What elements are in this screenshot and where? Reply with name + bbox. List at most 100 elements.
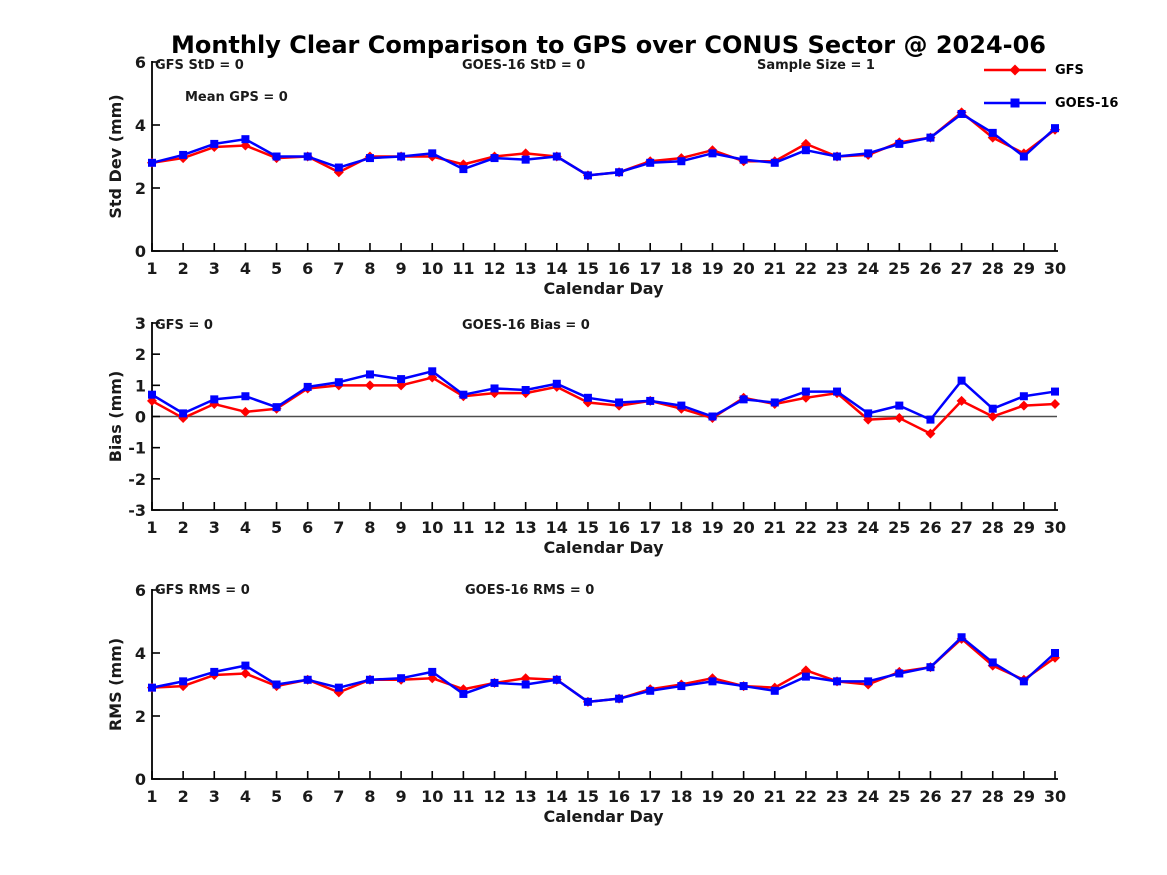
series-marker-GOES-16 [179,150,188,159]
series-marker-GOES-16 [988,404,997,413]
x-tick-label: 10 [421,787,443,806]
series-marker-GOES-16 [428,667,437,676]
series-marker-GOES-16 [334,683,343,692]
series-marker-GOES-16 [1051,649,1059,657]
series-marker-GOES-16 [895,401,904,410]
series-marker-GOES-16 [615,398,624,407]
y-tick-label: 0 [135,408,146,427]
x-tick-label: 21 [764,259,786,278]
series-marker-GOES-16 [552,675,561,684]
x-tick-label: 29 [1013,518,1035,537]
x-tick-label: 10 [421,259,443,278]
series-marker-GOES-16 [646,686,655,695]
series-marker-GOES-16 [428,149,437,158]
legend: GFS GOES-16 [983,56,1118,122]
x-tick-label: 8 [364,259,375,278]
x-tick-label: 13 [515,259,537,278]
x-tick-label: 3 [209,787,220,806]
series-marker-GOES-16 [615,694,624,703]
x-tick-label: 26 [919,259,941,278]
series-marker-GOES-16 [459,390,468,399]
y-tick-label: 6 [135,581,146,600]
gfs-line-swatch-icon [984,64,1046,76]
x-tick-label: 28 [982,518,1004,537]
series-marker-GOES-16 [957,376,966,385]
series-marker-GOES-16 [241,392,250,401]
series-marker-GFS [894,413,905,424]
x-tick-label: 27 [950,259,972,278]
series-marker-GOES-16 [490,678,499,687]
chart-title: Monthly Clear Comparison to GPS over CON… [170,31,1047,59]
series-marker-GOES-16 [1019,392,1028,401]
x-tick-label: 20 [732,259,754,278]
legend-item-goes16: GOES-16 [983,89,1118,117]
x-tick-label: 27 [950,787,972,806]
series-marker-GOES-16 [365,154,374,163]
series-marker-GOES-16 [179,409,188,418]
y-tick-label: 3 [135,314,146,333]
series-marker-GOES-16 [272,680,281,689]
x-tick-label: 17 [639,259,661,278]
x-tick-label: 21 [764,787,786,806]
x-tick-label: 2 [178,259,189,278]
series-marker-GOES-16 [801,672,810,681]
x-tick-label: 23 [826,518,848,537]
x-tick-label: 12 [483,259,505,278]
series-marker-GOES-16 [833,677,842,686]
x-tick-label: 13 [515,787,537,806]
x-tick-label: 14 [546,518,568,537]
x-tick-label: 16 [608,787,630,806]
series-marker-GOES-16 [739,155,748,164]
series-marker-GOES-16 [677,157,686,166]
annotation-text: Sample Size = 1 [757,58,875,73]
x-tick-label: 3 [209,259,220,278]
x-tick-label: 17 [639,518,661,537]
series-marker-GOES-16 [148,158,156,167]
x-tick-label: 3 [209,518,220,537]
y-tick-label: 2 [135,179,146,198]
x-tick-label: 25 [888,787,910,806]
x-tick-label: 8 [364,787,375,806]
x-tick-label: 26 [919,518,941,537]
series-line-GFS [151,111,1056,177]
series-marker-GOES-16 [677,682,686,691]
y-tick-label: 4 [135,116,146,135]
annotation-text: GFS RMS = 0 [155,583,250,598]
series-marker-GOES-16 [552,379,561,388]
series-marker-GOES-16 [428,367,437,376]
series-marker-GFS [1018,400,1029,411]
x-tick-label: 16 [608,259,630,278]
x-tick-label: 16 [608,518,630,537]
y-axis-title: Bias (mm) [106,371,125,463]
x-tick-label: 10 [421,518,443,537]
series-marker-GOES-16 [646,158,655,167]
x-tick-label: 1 [146,787,157,806]
x-tick-label: 7 [333,787,344,806]
annotation-text: GFS = 0 [155,318,213,333]
x-tick-label: 5 [271,259,282,278]
x-tick-label: 20 [732,518,754,537]
x-tick-label: 1 [146,518,157,537]
series-line-GOES-16 [151,370,1056,421]
series-marker-GOES-16 [833,152,842,161]
series-marker-GOES-16 [490,154,499,163]
x-tick-label: 4 [240,518,251,537]
square-marker-icon [1010,98,1020,108]
x-tick-label: 9 [396,259,407,278]
series-marker-GFS [364,380,375,391]
series-marker-GOES-16 [739,682,748,691]
annotation-text: GFS StD = 0 [155,58,244,73]
goes16-line-swatch-icon [984,98,1046,108]
x-tick-label: 24 [857,518,879,537]
series-marker-GOES-16 [365,370,374,379]
x-tick-label: 11 [452,518,474,537]
series-marker-GOES-16 [770,686,779,695]
x-tick-label: 15 [577,259,599,278]
x-tick-label: 4 [240,259,251,278]
annotation-text: GOES-16 StD = 0 [462,58,585,73]
legend-item-gfs: GFS [983,56,1118,84]
x-tick-label: 6 [302,518,313,537]
x-tick-label: 25 [888,259,910,278]
annotation-text: GOES-16 RMS = 0 [465,583,594,598]
